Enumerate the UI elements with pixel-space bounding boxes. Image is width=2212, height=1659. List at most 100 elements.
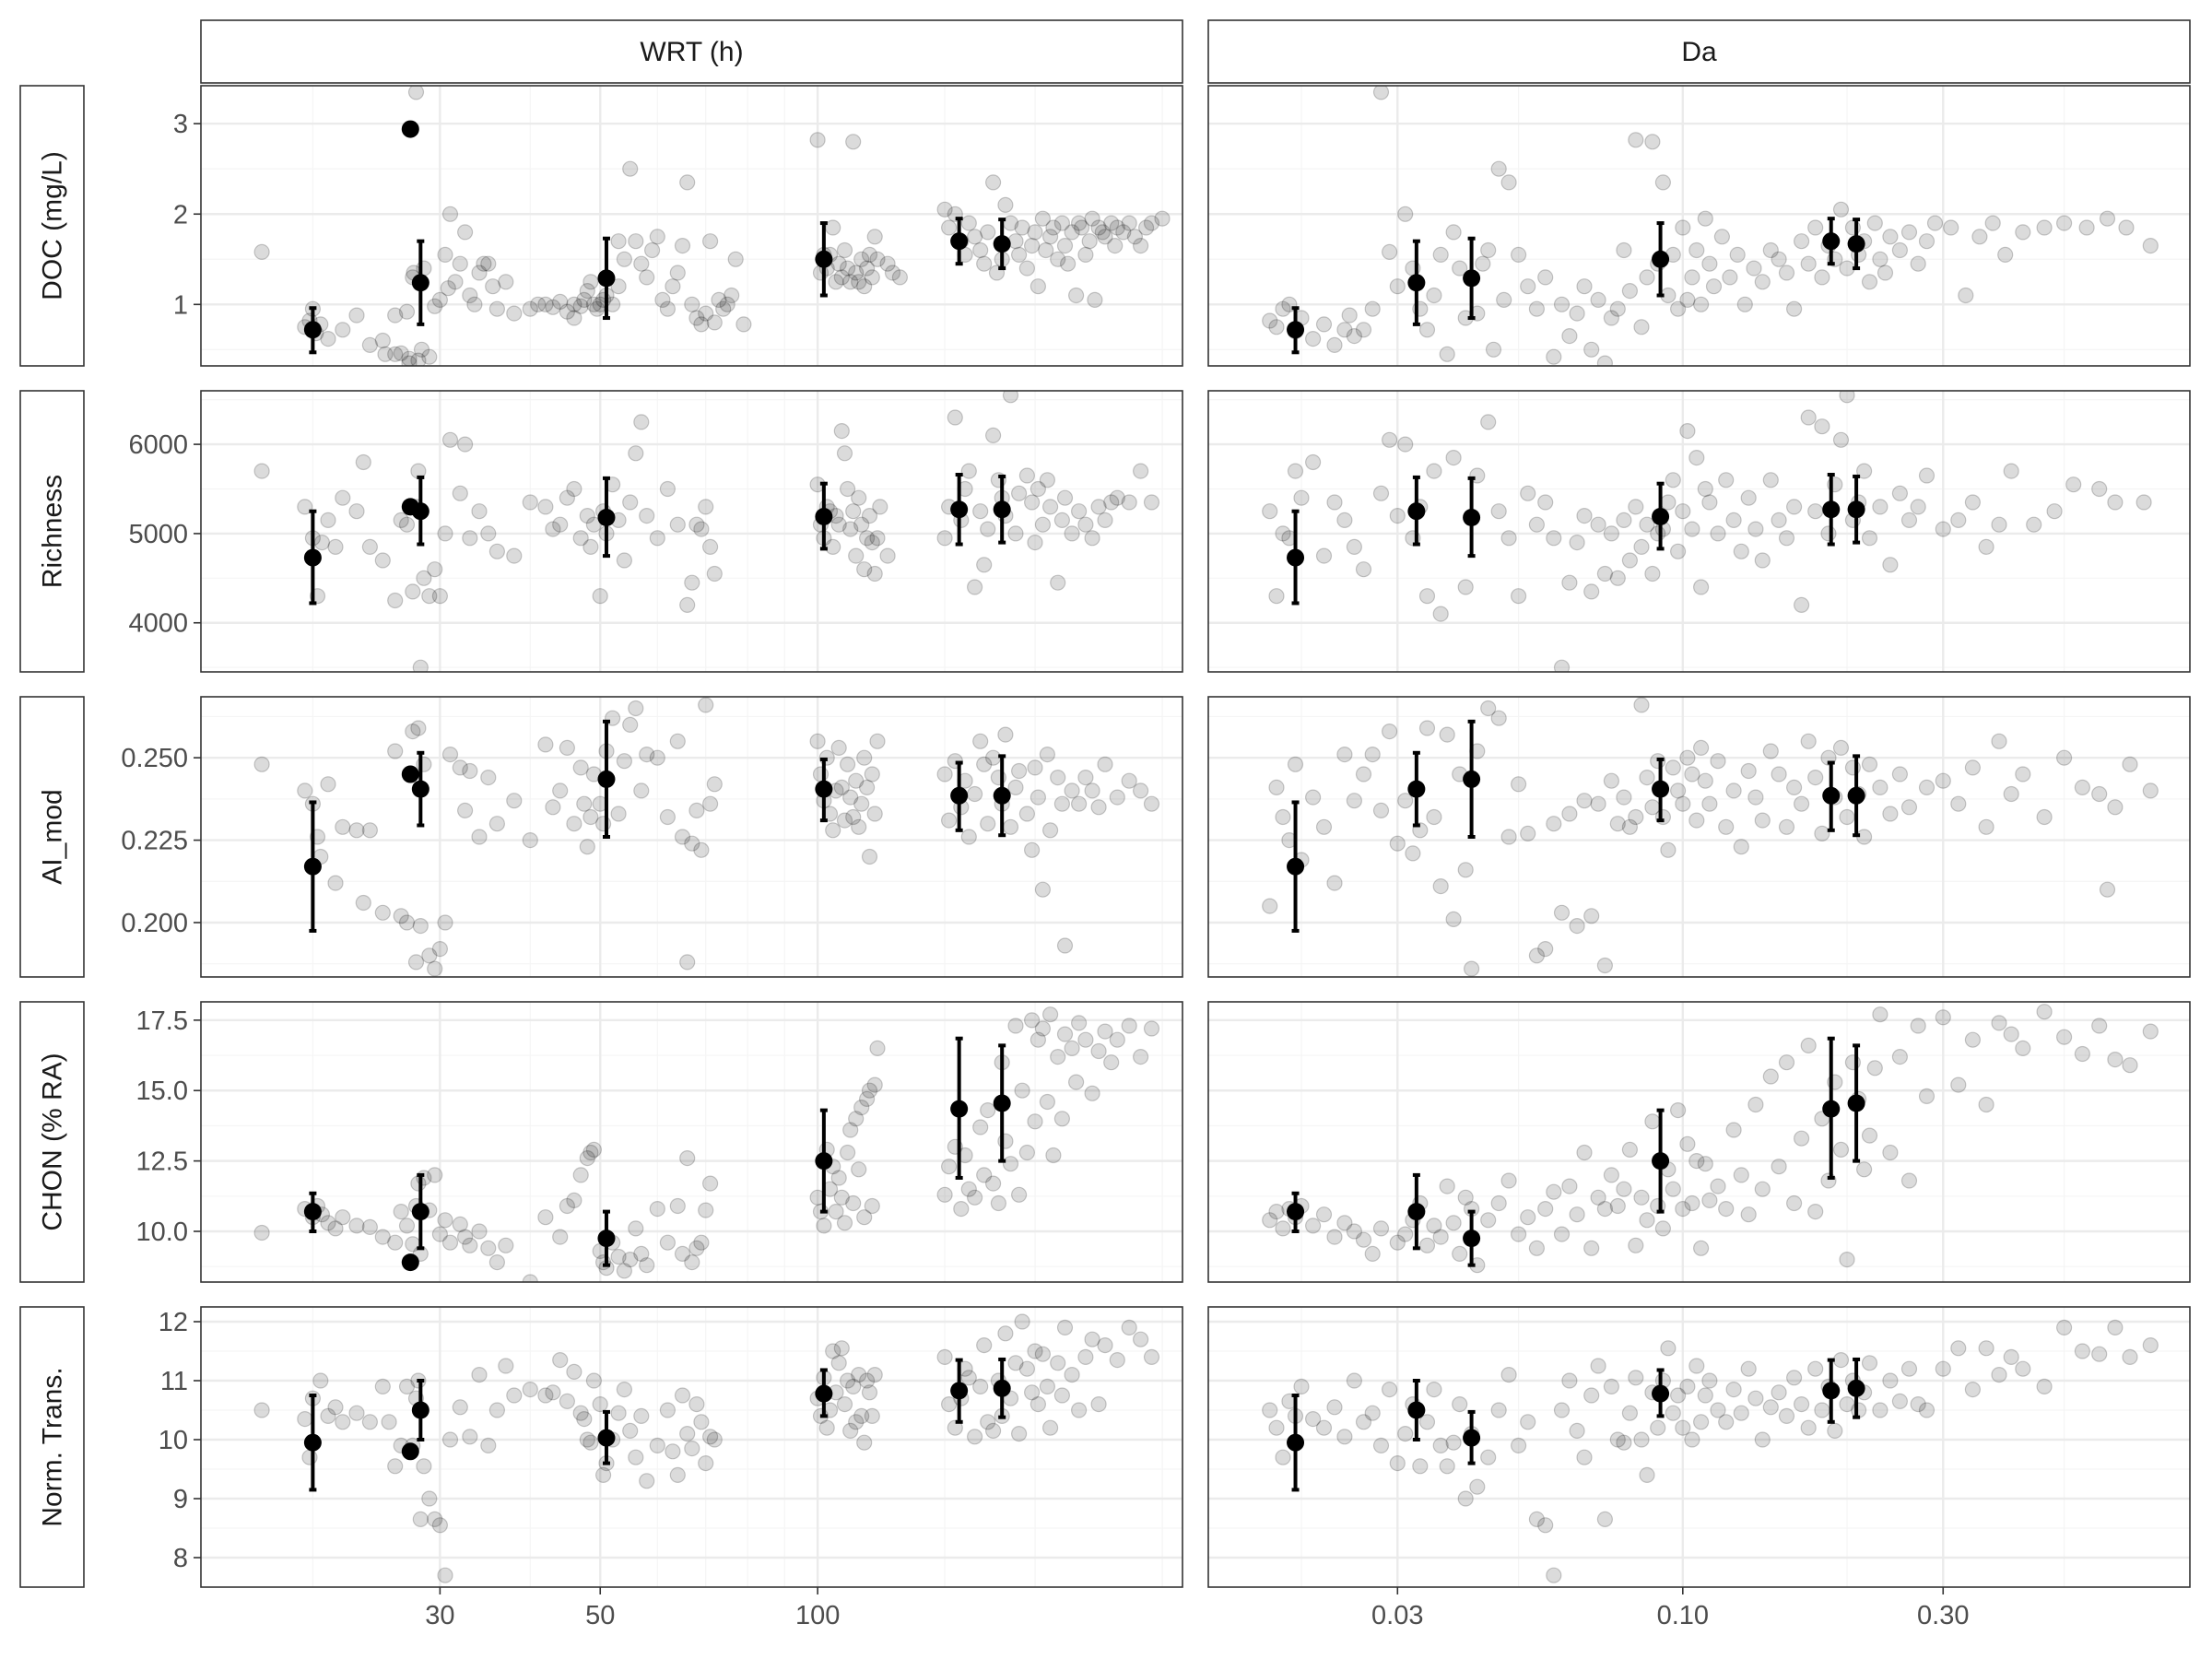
data-point — [393, 908, 409, 924]
data-point — [872, 499, 888, 515]
data-point — [2107, 1051, 2124, 1068]
data-point — [545, 1384, 561, 1401]
data-point — [1039, 746, 1056, 763]
summary-mean-point — [993, 786, 1011, 805]
summary-mean-point — [1407, 274, 1426, 292]
data-point — [1950, 1340, 1967, 1357]
data-point — [1364, 300, 1381, 317]
column-strip-da — [1207, 19, 2191, 84]
data-point — [1553, 296, 1571, 312]
data-point — [1023, 1384, 1041, 1401]
panel-richness-da — [1207, 390, 2191, 673]
panel-border — [200, 1306, 1183, 1588]
y-tick-label-chon: 17.5 — [136, 1006, 188, 1036]
data-point — [1326, 494, 1343, 511]
data-point — [972, 733, 989, 749]
data-point — [1023, 494, 1041, 511]
data-point — [1030, 278, 1047, 295]
data-point — [1418, 720, 1436, 736]
summary-mean-point — [815, 250, 833, 268]
data-point — [960, 463, 977, 479]
data-point — [398, 1218, 416, 1234]
data-point — [1616, 241, 1632, 259]
data-point — [2136, 494, 2152, 511]
data-point — [845, 1194, 862, 1212]
data-point — [940, 812, 958, 829]
data-point — [1041, 822, 1059, 839]
panel-plot-area — [1208, 697, 2190, 977]
data-point — [566, 296, 582, 312]
data-point — [1336, 746, 1353, 763]
summary-mean-point — [401, 1253, 419, 1272]
data-point — [427, 298, 443, 314]
summary-mean-point — [815, 1384, 833, 1403]
data-point — [582, 808, 599, 826]
panel-background — [1208, 86, 2190, 366]
panel-border — [1207, 390, 2191, 673]
data-point — [1654, 174, 1672, 191]
data-point — [335, 1414, 351, 1430]
data-point — [471, 1366, 488, 1383]
data-point — [572, 530, 589, 547]
data-point — [1807, 1203, 1824, 1220]
data-point — [407, 954, 425, 971]
data-point — [1010, 762, 1028, 780]
data-point — [851, 1366, 867, 1383]
data-point — [1432, 877, 1449, 895]
data-point — [1520, 825, 1536, 842]
data-point — [984, 427, 1002, 443]
summary-mean-point — [1463, 508, 1481, 526]
data-point — [2065, 477, 2082, 493]
data-point — [1287, 756, 1304, 772]
panel-background — [1208, 391, 2190, 672]
data-point — [1041, 229, 1059, 245]
data-point — [2099, 210, 2116, 227]
data-point — [936, 1348, 953, 1366]
data-point — [1030, 1031, 1047, 1048]
data-point — [1665, 759, 1681, 776]
data-point — [1785, 1370, 1803, 1386]
data-point — [1832, 1351, 1850, 1369]
data-point — [1660, 841, 1677, 858]
data-point — [1701, 795, 1718, 812]
data-point — [1872, 499, 1888, 515]
data-point — [1861, 756, 1878, 772]
data-point — [441, 1431, 459, 1448]
data-point — [416, 260, 432, 276]
data-point — [1785, 779, 1803, 796]
data-point — [1832, 739, 1850, 757]
data-point — [301, 1449, 318, 1465]
y-tick-label-norm_trans: 9 — [173, 1485, 188, 1514]
data-point — [441, 1234, 459, 1251]
summary-mean-point — [1407, 1401, 1426, 1419]
data-point — [1109, 789, 1125, 806]
data-point — [355, 453, 371, 471]
data-point — [348, 1218, 365, 1234]
panel-background — [201, 1002, 1182, 1282]
summary-mean-point — [411, 274, 429, 292]
data-point — [936, 1186, 953, 1203]
data-point — [348, 503, 365, 520]
data-point — [1107, 238, 1124, 254]
data-point — [1103, 215, 1120, 231]
data-point — [441, 206, 459, 222]
data-point — [830, 1355, 847, 1371]
data-point — [701, 233, 719, 250]
data-point — [1510, 1437, 1527, 1454]
data-point — [851, 818, 867, 835]
data-point — [1103, 1054, 1120, 1071]
data-point — [537, 499, 554, 515]
data-point — [1576, 1449, 1593, 1465]
data-point — [401, 350, 418, 366]
data-point — [1733, 1405, 1749, 1421]
data-point — [1688, 1358, 1705, 1374]
summary-mean-point — [993, 1379, 1011, 1397]
data-point — [1679, 1378, 1696, 1395]
data-point — [1537, 494, 1554, 511]
data-point — [856, 561, 873, 578]
data-point — [440, 280, 456, 297]
panel-background — [1208, 697, 2190, 977]
row-strip-chon — [19, 1001, 85, 1283]
data-point — [1675, 1200, 1691, 1218]
data-point — [1576, 507, 1593, 524]
